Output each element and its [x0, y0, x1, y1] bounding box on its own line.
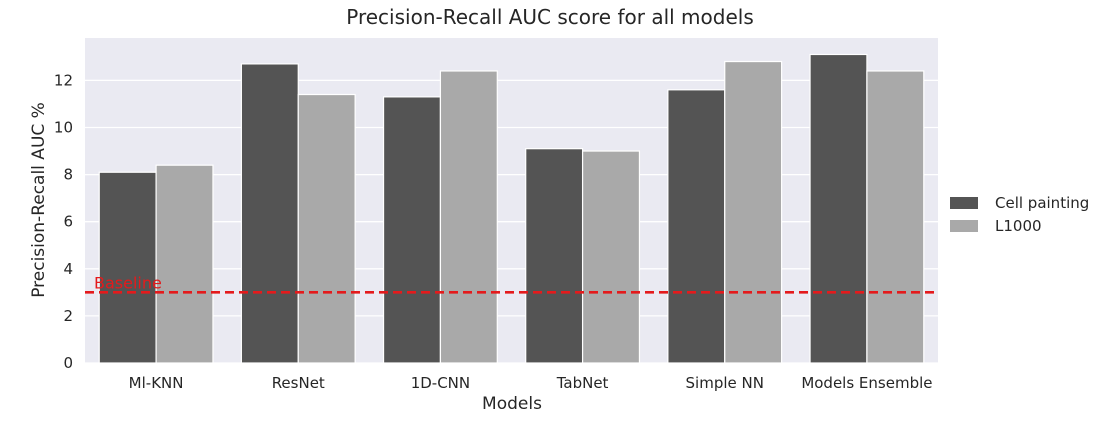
x-axis-label: Models	[482, 394, 542, 414]
legend-swatch	[950, 197, 978, 209]
baseline: Baseline	[85, 273, 938, 294]
y-tick-label: 4	[63, 260, 73, 278]
y-tick-label: 8	[63, 166, 73, 184]
y-tick-label: 6	[63, 213, 73, 231]
bar	[297, 93, 356, 364]
chart-title: Precision-Recall AUC score for all model…	[346, 5, 754, 29]
x-tick-label: Ml-KNN	[129, 374, 184, 392]
legend-label: L1000	[995, 217, 1042, 235]
bar	[439, 70, 498, 364]
bar	[240, 63, 299, 364]
y-tick-label: 10	[54, 118, 73, 136]
y-axis-ticks: 0 2 4 6 8 10 12	[54, 71, 73, 372]
bar	[98, 171, 157, 364]
x-axis-ticks: Ml-KNN ResNet 1D-CNN TabNet Simple NN Models …	[129, 374, 933, 392]
bar	[866, 70, 925, 364]
bar	[724, 60, 783, 364]
bar	[581, 150, 641, 364]
x-tick-label: TabNet	[556, 374, 609, 392]
bar	[667, 89, 726, 364]
bar	[809, 53, 868, 364]
baseline-label: Baseline	[94, 273, 162, 292]
plot-area	[85, 38, 938, 363]
x-tick-label: ResNet	[272, 374, 325, 392]
bars	[98, 53, 925, 364]
legend-swatch	[950, 220, 978, 232]
bar	[155, 164, 214, 364]
x-tick-label: Simple NN	[686, 374, 764, 392]
bar	[525, 148, 584, 364]
y-tick-label: 12	[54, 71, 73, 89]
legend-label: Cell painting	[995, 194, 1089, 212]
y-tick-label: 2	[63, 307, 73, 325]
x-tick-label: Models Ensemble	[801, 374, 932, 392]
x-tick-label: 1D-CNN	[411, 374, 470, 392]
y-axis-label: Precision-Recall AUC %	[29, 102, 49, 298]
y-tick-label: 0	[63, 354, 73, 372]
grid-lines	[85, 79, 938, 364]
legend: Cell painting L1000	[950, 194, 1089, 235]
bar	[382, 96, 442, 364]
